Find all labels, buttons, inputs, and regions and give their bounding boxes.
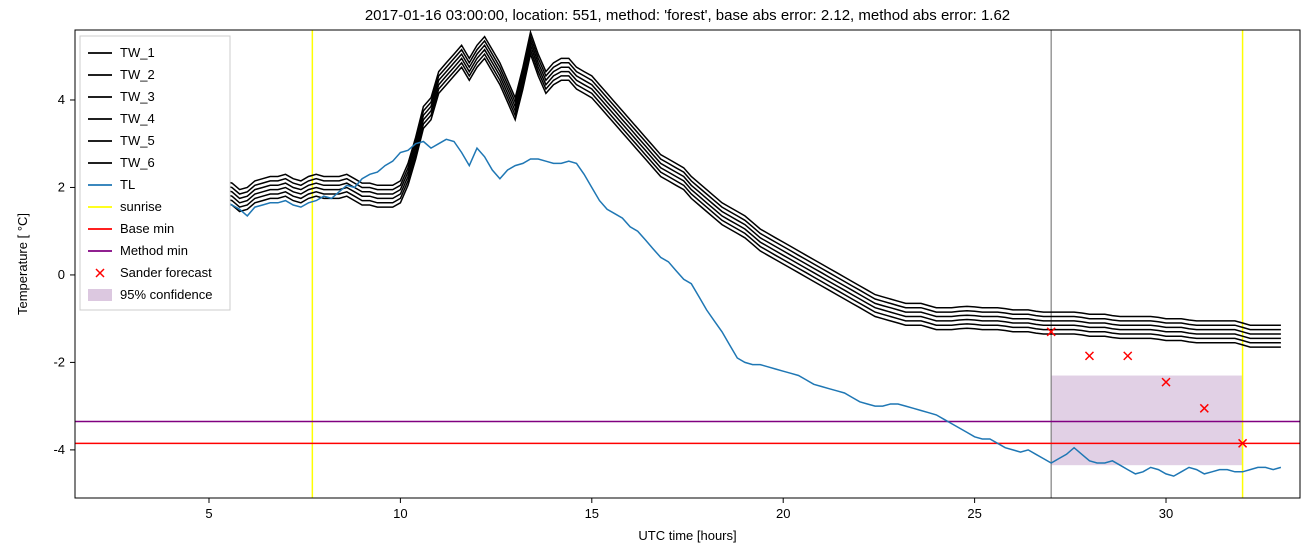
legend-label: TW_3 (120, 89, 155, 104)
y-axis-label: Temperature [ °C] (15, 213, 30, 315)
x-axis-label: UTC time [hours] (638, 528, 736, 543)
legend-label: Base min (120, 221, 174, 236)
x-tick-label: 25 (967, 506, 981, 521)
x-tick-label: 30 (1159, 506, 1173, 521)
y-tick-label: 2 (58, 179, 65, 194)
y-tick-label: 4 (58, 92, 65, 107)
legend-label: TW_6 (120, 155, 155, 170)
legend-label: 95% confidence (120, 287, 213, 302)
y-tick-label: -4 (53, 442, 65, 457)
legend-label: Sander forecast (120, 265, 212, 280)
chart-title: 2017-01-16 03:00:00, location: 551, meth… (365, 7, 1010, 24)
legend-label: TL (120, 177, 135, 192)
legend-label: TW_4 (120, 111, 155, 126)
legend-label: TW_5 (120, 133, 155, 148)
x-tick-label: 20 (776, 506, 790, 521)
legend-label: TW_1 (120, 45, 155, 60)
x-tick-label: 10 (393, 506, 407, 521)
y-tick-label: 0 (58, 267, 65, 282)
temperature-chart: 5 10 15 20 25 30 -4 -2 0 2 4 UTC time [hours] Temper… (0, 0, 1313, 547)
x-tick-label: 15 (585, 506, 599, 521)
legend-label: Method min (120, 243, 188, 258)
legend-label: TW_2 (120, 67, 155, 82)
legend-label: sunrise (120, 199, 162, 214)
legend-swatch (88, 289, 112, 301)
chart-svg: 5 10 15 20 25 30 -4 -2 0 2 4 UTC time [hours] Temper… (0, 0, 1313, 547)
y-tick-label: -2 (53, 354, 65, 369)
x-tick-label: 5 (205, 506, 212, 521)
